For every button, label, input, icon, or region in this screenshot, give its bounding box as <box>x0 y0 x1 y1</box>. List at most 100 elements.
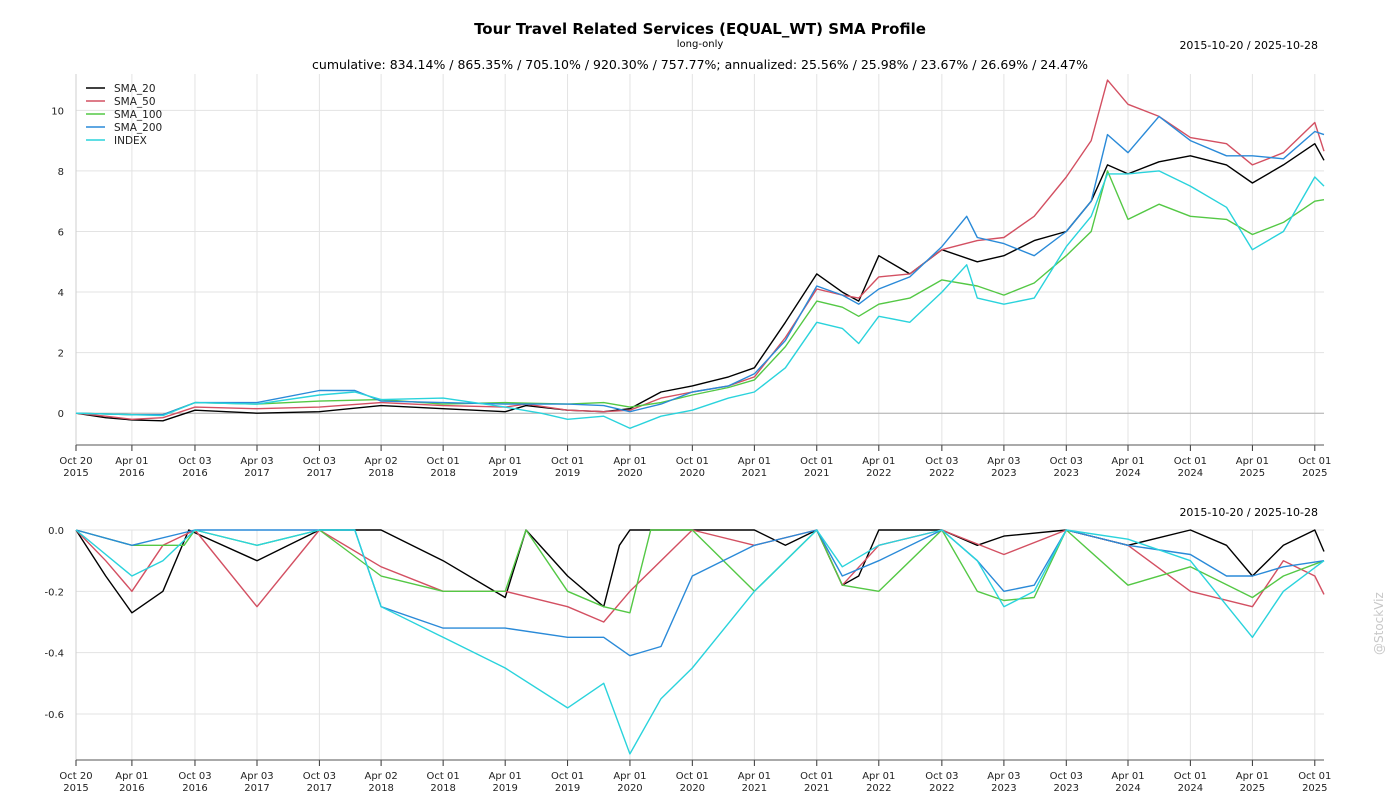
x-tick-label: Apr 03 <box>240 771 273 782</box>
x-tick-label: 2017 <box>244 783 269 794</box>
x-tick-label: 2015 <box>63 468 88 479</box>
x-tick-label: 2024 <box>1178 468 1203 479</box>
chart-subtitle: long-only <box>676 39 724 50</box>
x-tick-label: Oct 03 <box>303 456 336 467</box>
x-tick-label: 2020 <box>617 468 642 479</box>
x-tick-label: 2019 <box>492 468 517 479</box>
x-tick-label: Apr 03 <box>987 456 1020 467</box>
x-tick-label: 2019 <box>492 783 517 794</box>
y-tick-label: 2 <box>58 349 64 360</box>
x-tick-label: Apr 01 <box>1111 456 1144 467</box>
date-range-top: 2015-10-20 / 2025-10-28 <box>1179 39 1318 52</box>
x-tick-label: 2017 <box>307 783 332 794</box>
y-tick-label: 6 <box>58 227 64 238</box>
x-tick-label: Oct 01 <box>427 456 460 467</box>
y-tick-label: -0.4 <box>44 649 64 660</box>
x-tick-label: 2024 <box>1115 468 1140 479</box>
x-tick-label: Apr 01 <box>1236 771 1269 782</box>
x-tick-label: Oct 01 <box>1298 771 1331 782</box>
x-tick-label: Oct 03 <box>1050 456 1083 467</box>
x-tick-label: Apr 01 <box>1111 771 1144 782</box>
x-tick-label: Apr 01 <box>862 771 895 782</box>
y-tick-label: -0.6 <box>44 710 64 721</box>
x-tick-label: Apr 03 <box>987 771 1020 782</box>
series-line-index <box>75 170 1325 429</box>
x-tick-label: 2022 <box>929 468 954 479</box>
x-tick-label: 2019 <box>555 783 580 794</box>
x-tick-label: 2017 <box>307 468 332 479</box>
x-tick-label: Oct 03 <box>178 456 211 467</box>
x-tick-label: Oct 20 <box>59 456 92 467</box>
x-tick-label: Oct 03 <box>925 771 958 782</box>
series-line-sma-200 <box>75 529 1325 657</box>
x-tick-label: 2016 <box>182 783 207 794</box>
x-tick-label: Apr 01 <box>613 456 646 467</box>
x-tick-label: Apr 03 <box>240 456 273 467</box>
x-tick-label: Apr 02 <box>364 771 397 782</box>
y-tick-label: -0.2 <box>44 587 64 598</box>
x-tick-label: 2023 <box>1054 783 1079 794</box>
x-tick-label: 2018 <box>368 468 393 479</box>
x-tick-label: Apr 01 <box>1236 456 1269 467</box>
series-line-sma-50 <box>75 79 1325 420</box>
series-line-sma-20 <box>75 529 1325 614</box>
performance-summary: cumulative: 834.14% / 865.35% / 705.10% … <box>312 57 1088 72</box>
x-tick-label: 2025 <box>1302 783 1327 794</box>
x-tick-label: Apr 01 <box>115 771 148 782</box>
series-line-index <box>75 529 1325 755</box>
x-tick-label: Oct 01 <box>427 771 460 782</box>
x-tick-label: 2020 <box>617 783 642 794</box>
x-tick-label: Oct 03 <box>178 771 211 782</box>
x-tick-label: 2019 <box>555 468 580 479</box>
date-range-bottom: 2015-10-20 / 2025-10-28 <box>1179 506 1318 519</box>
x-tick-label: 2022 <box>866 783 891 794</box>
y-tick-label: 0 <box>58 409 64 420</box>
x-tick-label: 2018 <box>430 783 455 794</box>
y-tick-label: 4 <box>58 288 64 299</box>
legend-label: SMA_50 <box>114 96 156 108</box>
x-tick-label: 2023 <box>991 468 1016 479</box>
x-tick-label: 2020 <box>680 468 705 479</box>
x-tick-label: Oct 01 <box>551 456 584 467</box>
x-tick-label: 2025 <box>1240 783 1265 794</box>
x-tick-label: 2018 <box>430 468 455 479</box>
x-tick-label: Apr 02 <box>364 456 397 467</box>
x-tick-label: Oct 03 <box>1050 771 1083 782</box>
x-tick-label: Oct 01 <box>1174 456 1207 467</box>
x-tick-label: Apr 01 <box>613 771 646 782</box>
x-tick-label: Apr 01 <box>738 771 771 782</box>
x-tick-label: 2025 <box>1302 468 1327 479</box>
x-tick-label: Apr 01 <box>862 456 895 467</box>
x-tick-label: 2022 <box>929 783 954 794</box>
legend-label: SMA_20 <box>114 83 156 95</box>
series-line-sma-200 <box>75 115 1325 416</box>
chart-title: Tour Travel Related Services (EQUAL_WT) … <box>474 20 926 38</box>
x-tick-label: Oct 03 <box>925 456 958 467</box>
x-tick-label: Oct 01 <box>1174 771 1207 782</box>
y-tick-label: 10 <box>51 106 64 117</box>
x-tick-label: 2021 <box>742 468 767 479</box>
x-tick-label: 2017 <box>244 468 269 479</box>
x-tick-label: 2023 <box>991 783 1016 794</box>
x-tick-label: 2015 <box>63 783 88 794</box>
x-tick-label: Oct 01 <box>1298 456 1331 467</box>
x-tick-label: 2024 <box>1178 783 1203 794</box>
x-tick-label: 2016 <box>119 468 144 479</box>
series-line-sma-100 <box>75 170 1325 416</box>
x-tick-label: Apr 01 <box>115 456 148 467</box>
x-tick-label: 2020 <box>680 783 705 794</box>
x-tick-label: 2025 <box>1240 468 1265 479</box>
x-tick-label: 2021 <box>742 783 767 794</box>
y-tick-label: 8 <box>58 167 64 178</box>
x-tick-label: Apr 01 <box>489 771 522 782</box>
x-tick-label: 2024 <box>1115 783 1140 794</box>
x-tick-label: 2022 <box>866 468 891 479</box>
y-tick-label: 0.0 <box>48 526 64 537</box>
x-tick-label: Oct 01 <box>676 771 709 782</box>
x-tick-label: Oct 01 <box>800 771 833 782</box>
x-tick-label: 2016 <box>119 783 144 794</box>
x-tick-label: 2023 <box>1054 468 1079 479</box>
